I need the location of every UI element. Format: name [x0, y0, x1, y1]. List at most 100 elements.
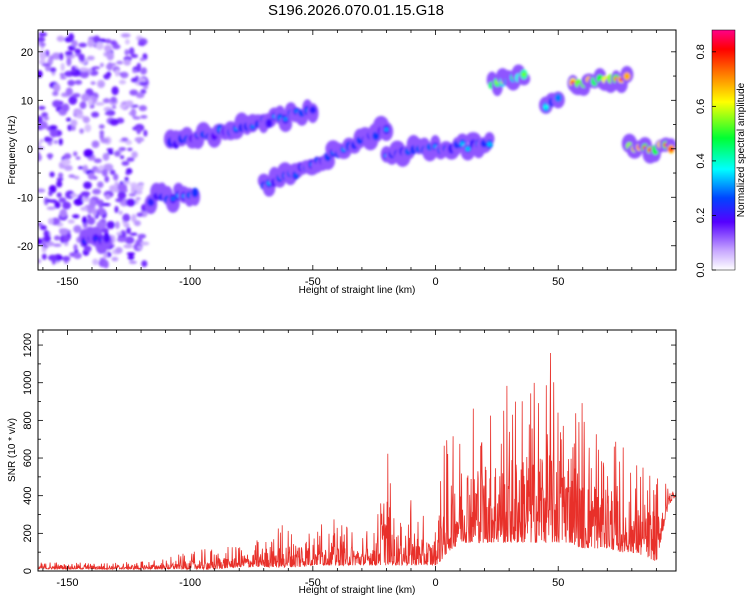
spectrogram-cell [41, 63, 51, 67]
colorbar: 0.0 0.2 0.4 0.6 0.8 Normalized spectral ampl… [695, 29, 747, 278]
spectrogram-cell [668, 147, 674, 152]
spectrogram-cell [125, 101, 134, 107]
spectrogram-cell [107, 150, 114, 155]
spectrogram-cell [84, 123, 92, 133]
spectrogram-cell [141, 260, 148, 268]
spectrogram-cell [101, 168, 108, 177]
spectrogram-cell [137, 245, 143, 250]
spectrogram-cell [61, 158, 71, 166]
snr-y-axis-label: SNR (10 * v/v) [7, 418, 18, 482]
spectrogram-cell [46, 206, 56, 211]
spectrogram-cell [100, 137, 110, 144]
spectrogram-cell [38, 70, 43, 78]
spectrogram-cell [132, 69, 138, 74]
spectrogram-cell [63, 164, 73, 171]
spectrogram-cell [90, 81, 96, 85]
spectrogram-cell [127, 147, 133, 152]
spectrogram-cell [265, 118, 273, 129]
spectrogram-cell [115, 221, 120, 229]
spectrogram-cell [140, 67, 147, 75]
spectrogram-cell [118, 79, 127, 85]
spectrogram-cell [38, 258, 42, 264]
spectrogram-cell [73, 225, 82, 234]
spectrogram-cell [137, 234, 143, 241]
spectrogram-cell [41, 253, 47, 260]
spectrogram-cell [96, 220, 107, 230]
spectrogram-cell [91, 140, 100, 148]
x-tick-label: -100 [179, 276, 201, 288]
spectrogram-cell [129, 232, 138, 236]
spectrogram-cell [50, 217, 61, 226]
spectrogram-cell [53, 243, 62, 247]
spectrogram-frame [37, 29, 677, 271]
spectrogram-cell [106, 63, 113, 70]
spectrogram-cell [459, 141, 465, 147]
spectrogram-cell [60, 62, 65, 72]
spectrogram-cell [123, 244, 133, 249]
spectrogram-cell [123, 180, 131, 185]
spectrogram-cell [138, 81, 148, 86]
spectrogram-y-ticks: -20 -10 0 10 20 [17, 47, 676, 271]
spectrogram-cell [73, 252, 82, 260]
spectrogram-cell [111, 256, 119, 262]
spectrogram-cell [124, 49, 130, 56]
spectrogram-cell [45, 241, 55, 247]
spectrogram-cell [71, 40, 78, 48]
y-tick-label: 200 [22, 524, 34, 542]
spectrogram-cell [38, 32, 48, 37]
spectrogram-cell [91, 111, 100, 118]
spectrogram-cell [59, 52, 64, 61]
spectrogram-cell [125, 198, 136, 207]
spectrogram-cell [102, 152, 110, 161]
spectrogram-cell [82, 197, 91, 202]
spectrogram-cell [130, 108, 137, 118]
spectrogram-cell [53, 140, 59, 144]
spectrogram-cell [103, 252, 108, 259]
spectrogram-cell [99, 38, 107, 43]
spectrogram-cell [117, 183, 128, 192]
spectrogram-cell [106, 221, 115, 229]
spectrogram-cell [114, 205, 119, 214]
spectrogram-cell [56, 192, 62, 198]
y-tick-label: 20 [21, 47, 33, 59]
spectrogram-cell [623, 72, 631, 81]
spectrogram-cell [143, 85, 149, 90]
x-tick-label: -150 [56, 577, 78, 589]
spectrogram-cell [79, 128, 84, 134]
spectrogram-cell [38, 105, 46, 110]
spectrogram-cell [126, 227, 131, 235]
spectrogram-cell [52, 100, 62, 108]
x-tick-label: 50 [552, 276, 564, 288]
spectrogram-cell [130, 54, 139, 58]
spectrogram-cell [49, 128, 58, 138]
spectrogram-cell [111, 86, 119, 96]
spectrogram-cell [58, 197, 67, 203]
x-tick-label: -50 [305, 276, 321, 288]
spectrogram-cell [67, 79, 76, 87]
spectrogram-cell [38, 146, 45, 150]
spectrogram-cell [83, 181, 92, 190]
spectrogram-cell [113, 173, 119, 181]
spectrogram-cell [119, 155, 125, 160]
snr-series-line [38, 352, 676, 571]
snr-frame [37, 329, 677, 572]
spectrogram-cell [47, 153, 53, 160]
spectrogram-cell [38, 238, 43, 245]
spectrogram-cell [49, 67, 57, 73]
spectrogram-cell [39, 225, 47, 231]
spectrogram-cell [73, 198, 84, 206]
snr-panel: -150 -100 -50 0 50 0 200 400 600 800 1000 1200 Hei… [7, 329, 677, 596]
spectrogram-cell [79, 69, 90, 79]
y-tick-label: 10 [21, 95, 33, 107]
colorbar-tick-label: 0.0 [695, 262, 707, 277]
spectrogram-cell [75, 156, 81, 160]
y-tick-label: -10 [17, 192, 33, 204]
spectrogram-cell [94, 102, 105, 106]
spectrogram-cell [127, 254, 135, 261]
spectrogram-cell [139, 57, 146, 62]
spectrogram-cell [250, 124, 256, 129]
spectrogram-cell [82, 116, 90, 124]
y-tick-label: 800 [22, 411, 34, 429]
spectrogram-cell [116, 237, 127, 243]
spectrogram-cell [135, 196, 141, 201]
